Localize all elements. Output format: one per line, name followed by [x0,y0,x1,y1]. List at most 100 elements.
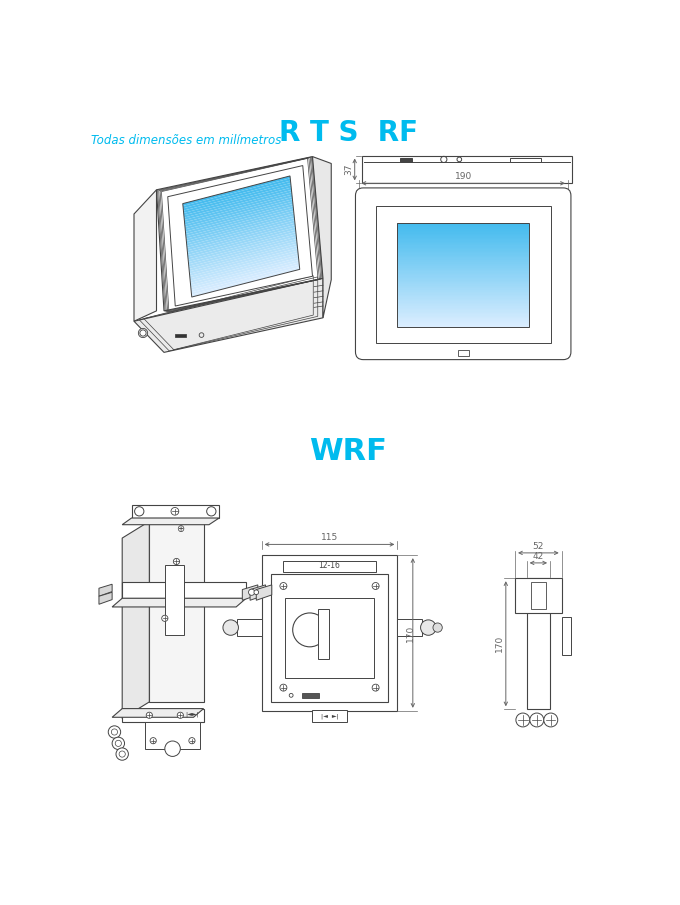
Bar [397,254,529,256]
Polygon shape [188,230,296,260]
Bar [175,334,186,338]
Circle shape [372,583,379,589]
Bar [397,302,529,304]
Bar [397,244,529,245]
Polygon shape [146,722,200,748]
Polygon shape [186,206,293,236]
Bar [562,617,571,655]
Polygon shape [191,262,299,292]
Polygon shape [190,248,298,279]
Bar [397,245,529,247]
Circle shape [108,726,120,738]
Polygon shape [186,211,294,241]
Bar [375,206,551,343]
Polygon shape [187,218,294,248]
Polygon shape [191,264,299,295]
Bar [397,240,529,242]
Bar [397,301,529,302]
Circle shape [177,712,184,719]
Circle shape [112,738,124,749]
Polygon shape [122,518,219,525]
Bar [397,233,529,235]
Polygon shape [184,183,291,213]
Text: |◄►|: |◄►| [185,711,199,717]
Bar [397,292,529,293]
Bar [397,266,529,268]
Polygon shape [184,187,292,217]
Circle shape [254,590,258,595]
Bar [397,326,529,328]
Bar [397,310,529,311]
Circle shape [280,684,287,691]
Polygon shape [150,521,203,702]
Bar [515,578,562,613]
Bar [397,298,529,299]
Text: 170: 170 [406,624,415,642]
Polygon shape [185,202,293,232]
Bar [237,619,262,636]
Polygon shape [188,234,296,264]
Polygon shape [186,215,294,245]
Bar [397,239,529,240]
Polygon shape [184,186,291,215]
Bar [397,238,529,239]
Bar [397,287,529,289]
Polygon shape [189,243,297,273]
Bar [397,291,529,292]
Bar [397,319,529,320]
Text: 42: 42 [532,551,544,560]
Circle shape [135,507,144,516]
Bar [397,259,529,260]
Polygon shape [99,585,112,596]
Polygon shape [188,237,296,267]
Bar [397,243,529,244]
Bar [397,249,529,251]
Polygon shape [156,157,323,310]
Polygon shape [192,267,300,297]
Bar [397,227,529,229]
Bar [397,257,529,259]
Bar [397,281,529,283]
Polygon shape [189,239,297,269]
Bar [284,560,375,572]
Bar [397,272,529,274]
Bar [397,242,529,243]
Text: 52: 52 [532,541,544,550]
Polygon shape [191,260,299,290]
Bar [397,283,529,284]
Circle shape [171,508,179,515]
Bar [397,269,529,270]
Polygon shape [186,214,294,243]
Circle shape [248,589,255,595]
Bar [397,317,529,319]
Circle shape [162,615,168,622]
Polygon shape [134,190,156,321]
Polygon shape [184,195,292,224]
Bar [397,314,529,316]
Bar [527,578,550,710]
Bar [397,277,529,278]
Bar [362,156,572,184]
Polygon shape [183,178,290,208]
Polygon shape [185,199,292,229]
Bar [397,230,529,231]
Text: WRF: WRF [309,437,388,466]
Bar [397,619,422,636]
Text: 115: 115 [321,533,338,542]
Circle shape [146,712,152,719]
Circle shape [150,738,156,744]
Bar [397,299,529,300]
Bar [397,256,529,257]
Bar [397,247,529,248]
Text: Todas dimensões em milímetros: Todas dimensões em milímetros [91,134,282,147]
Polygon shape [190,255,299,285]
Bar [397,229,529,230]
Bar [302,693,319,699]
Circle shape [140,330,146,336]
Polygon shape [256,585,272,600]
Bar [397,261,529,262]
Text: 37: 37 [344,164,353,176]
Bar [397,235,529,236]
Circle shape [420,620,436,635]
Bar [318,609,329,659]
